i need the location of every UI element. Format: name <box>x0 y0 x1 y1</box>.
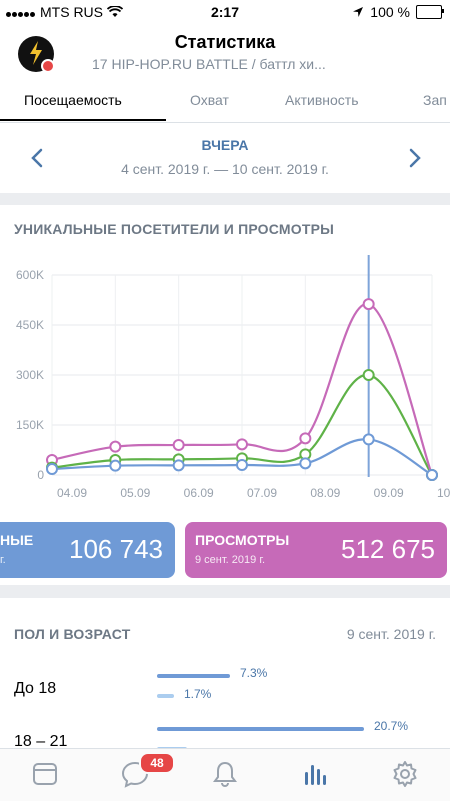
status-bar: MTS RUS 2:17 100 % <box>0 0 450 26</box>
unique-visitors-tile[interactable]: НЫЕ г. 106 743 <box>0 522 175 578</box>
data-point <box>426 469 438 481</box>
carrier-label: MTS RUS <box>40 4 103 20</box>
age-percent-primary: 7.3% <box>240 666 268 680</box>
statistics-icon[interactable] <box>300 759 330 789</box>
x-tick-label: 07.09 <box>247 486 277 500</box>
tab-attendance[interactable]: Посещаемость <box>24 92 122 108</box>
age-card-title: ПОЛ И ВОЗРАСТ <box>14 626 131 642</box>
gender-age-card: ПОЛ И ВОЗРАСТ 9 сент. 2019 г. До 18 7.3%… <box>0 598 450 758</box>
x-tick-label: 08.09 <box>310 486 340 500</box>
tab-reach[interactable]: Охват <box>190 92 229 108</box>
data-point <box>172 459 185 472</box>
age-row-label: 18 – 21 <box>14 733 68 750</box>
age-row-label: До 18 <box>14 680 57 697</box>
status-left: MTS RUS <box>6 4 123 20</box>
chevron-right-icon[interactable] <box>404 147 424 169</box>
age-percent-primary: 20.7% <box>374 719 409 733</box>
online-dot <box>41 59 55 73</box>
page-title: Статистика <box>174 32 276 52</box>
status-time: 2:17 <box>210 4 240 20</box>
visitors-tile-value: 106 743 <box>69 534 163 564</box>
data-point <box>236 459 248 471</box>
age-card-date: 9 сент. 2019 г. <box>346 626 436 642</box>
location-icon <box>353 7 364 17</box>
data-point <box>109 459 122 472</box>
views-tile[interactable]: ПРОСМОТРЫ 9 сент. 2019 г. 512 675 <box>185 522 447 578</box>
active-tab-indicator <box>0 119 166 121</box>
tabs: Посещаемость Охват Активность Зап <box>0 80 450 123</box>
views-tile-value: 512 675 <box>341 534 435 564</box>
x-tick-label: 05.09 <box>120 486 150 500</box>
settings-gear-icon[interactable] <box>390 759 420 789</box>
signal-icon <box>6 4 36 20</box>
data-point <box>362 369 375 381</box>
x-tick-label: 10.09 <box>437 486 450 500</box>
visitors-chart-card: УНИКАЛЬНЫЕ ПОСЕТИТЕЛИ И ПРОСМОТРЫ 0 150K 3… <box>0 205 450 585</box>
visitors-tile-label: НЫЕ <box>0 532 34 548</box>
age-bar-primary <box>157 727 364 731</box>
chevron-left-icon[interactable] <box>28 147 48 169</box>
lightning-icon <box>30 41 42 65</box>
data-point <box>109 440 122 453</box>
date-navigator: ВЧЕРА 4 сент. 2019 г. — 10 сент. 2019 г. <box>0 123 450 193</box>
age-bar-primary <box>157 674 230 678</box>
battery-label: 100 % <box>370 4 410 20</box>
y-tick-label: 0 <box>37 468 44 482</box>
visitors-tile-date: г. <box>0 554 6 566</box>
data-point <box>236 438 248 451</box>
views-tile-date: 9 сент. 2019 г. <box>195 554 266 566</box>
data-point <box>299 457 312 470</box>
period-label[interactable]: ВЧЕРА <box>201 137 249 153</box>
views-tile-label: ПРОСМОТРЫ <box>195 532 290 548</box>
visitors-chart[interactable]: 0 150K 300K 450K 600K 04.09 05.09 06.09 07.09 08.… <box>0 255 450 510</box>
x-tick-label: 04.09 <box>57 486 87 500</box>
battery-icon <box>416 5 444 19</box>
community-avatar[interactable] <box>18 36 55 73</box>
data-point <box>172 439 185 451</box>
age-percent-secondary: 1.7% <box>184 687 212 701</box>
data-point <box>362 433 375 446</box>
tab-posts[interactable]: Зап <box>423 92 447 108</box>
age-bar-secondary <box>157 694 174 698</box>
messages-badge: 48 <box>139 752 175 774</box>
bottom-tab-bar: 48 <box>0 748 450 801</box>
newsfeed-icon[interactable] <box>30 759 60 789</box>
data-point <box>362 298 375 311</box>
community-name: 17 HIP-HOP.RU BATTLE / баттл хи... <box>92 56 326 72</box>
chart-title: УНИКАЛЬНЫЕ ПОСЕТИТЕЛИ И ПРОСМОТРЫ <box>14 221 335 237</box>
x-tick-label: 06.09 <box>184 486 214 500</box>
tab-activity[interactable]: Активность <box>285 92 359 108</box>
y-tick-label: 300K <box>16 368 44 382</box>
status-right: 100 % <box>352 4 444 20</box>
notifications-bell-icon[interactable] <box>210 759 240 789</box>
period-range: 4 сент. 2019 г. — 10 сент. 2019 г. <box>121 161 329 177</box>
data-point <box>299 432 312 445</box>
wifi-icon <box>107 6 123 17</box>
y-tick-label: 450K <box>16 318 44 332</box>
y-tick-label: 600K <box>16 268 44 282</box>
y-tick-label: 150K <box>16 418 44 432</box>
data-point <box>46 463 58 475</box>
x-tick-label: 09.09 <box>374 486 404 500</box>
header: Статистика 17 HIP-HOP.RU BATTLE / баттл … <box>0 26 450 80</box>
